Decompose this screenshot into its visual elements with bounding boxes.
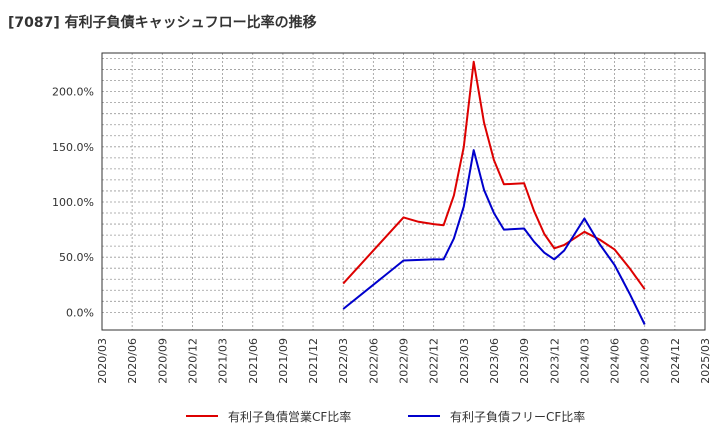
x-tick-label: 2021/09	[277, 338, 290, 384]
x-tick-label: 2025/03	[699, 338, 712, 384]
x-tick-label: 2021/12	[307, 338, 320, 384]
y-axis-ticks: 0.0% 50.0% 100.0% 150.0% 200.0%	[52, 86, 94, 320]
plot-area-frame	[101, 52, 706, 331]
legend-label: 有利子負債フリーCF比率	[450, 409, 585, 424]
x-tick-label: 2023/09	[518, 338, 531, 384]
x-tick-label: 2023/03	[458, 338, 471, 384]
y-tick-label: 100.0%	[52, 196, 94, 209]
y-tick-label: 0.0%	[66, 306, 94, 319]
x-tick-label: 2024/06	[609, 338, 622, 384]
series-lines	[342, 60, 646, 325]
x-tick-label: 2022/09	[398, 338, 411, 384]
legend: 有利子負債営業CF比率 有利子負債フリーCF比率	[186, 409, 585, 424]
x-tick-label: 2021/03	[217, 338, 230, 384]
x-tick-label: 2023/06	[488, 338, 501, 384]
x-tick-label: 2022/06	[367, 338, 380, 384]
x-axis-ticks: 2020/03 2020/06 2020/09 2020/12 2021/03 2021/…	[96, 338, 712, 384]
x-tick-label: 2024/03	[578, 338, 591, 384]
chart-title: [7087] 有利子負債キャッシュフロー比率の推移	[8, 15, 317, 31]
y-tick-label: 50.0%	[59, 251, 94, 264]
x-tick-label: 2024/12	[669, 338, 682, 384]
x-tick-label: 2022/12	[428, 338, 441, 384]
x-tick-label: 2023/12	[548, 338, 561, 384]
y-tick-label: 150.0%	[52, 141, 94, 154]
series-line-2	[342, 149, 646, 325]
series-line-1	[342, 60, 646, 290]
x-tick-label: 2020/06	[126, 338, 139, 384]
grid-lines	[102, 53, 705, 330]
x-tick-label: 2020/09	[156, 338, 169, 384]
x-tick-label: 2022/03	[337, 338, 350, 384]
legend-label: 有利子負債営業CF比率	[228, 409, 351, 424]
x-tick-label: 2021/06	[247, 338, 260, 384]
x-tick-label: 2020/03	[96, 338, 109, 384]
x-tick-label: 2020/12	[186, 338, 199, 384]
x-tick-label: 2024/09	[639, 338, 652, 384]
y-tick-label: 200.0%	[52, 86, 94, 99]
